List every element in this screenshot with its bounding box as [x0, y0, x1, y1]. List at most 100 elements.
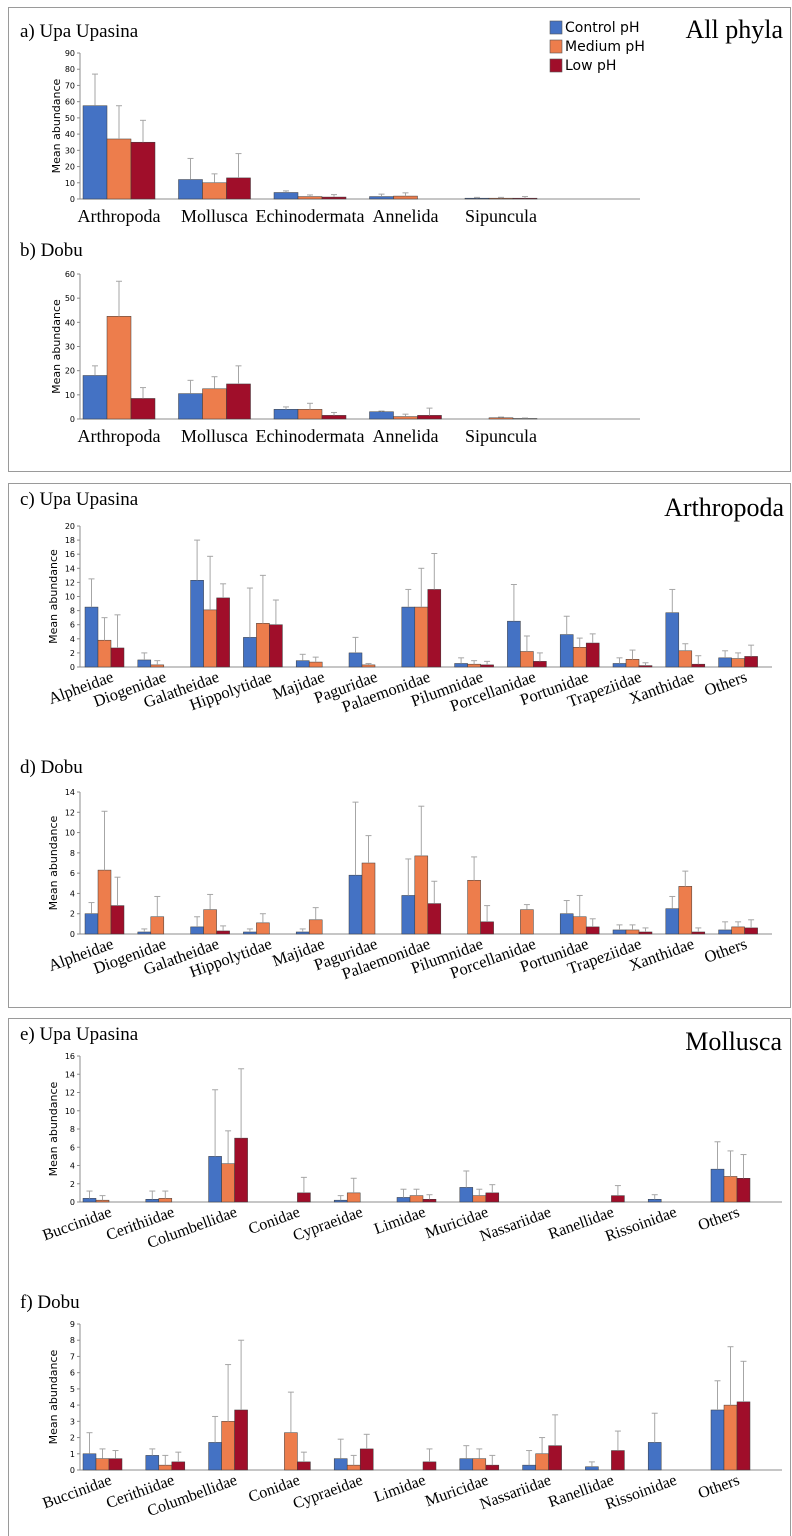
- y-tick-label: 10: [65, 593, 75, 602]
- bar-medium: [106, 316, 132, 420]
- bar-medium: [203, 609, 217, 668]
- bar-medium: [95, 1458, 110, 1471]
- bar-medium: [297, 409, 323, 420]
- bar-low: [427, 589, 442, 668]
- bar-medium: [158, 1198, 173, 1203]
- bar-low: [130, 398, 156, 420]
- y-tick-label: 0: [70, 195, 75, 204]
- bar-medium: [472, 1458, 487, 1471]
- bar-control: [178, 393, 203, 420]
- y-tick-label: 16: [65, 550, 75, 559]
- bar-medium: [535, 1453, 549, 1471]
- bar-medium: [723, 1176, 738, 1203]
- y-tick-label: 4: [70, 1162, 75, 1171]
- chart-1: b) Dobu Mean abundance 0 10 20 30 40 50 60 Arthro…: [20, 240, 640, 446]
- bar-control: [369, 196, 394, 200]
- y-tick-label: 1: [70, 1450, 75, 1459]
- bar-control: [710, 1409, 725, 1471]
- y-tick-label: 50: [65, 114, 75, 123]
- y-tick-label: 60: [65, 270, 75, 279]
- y-axis-label: Mean abundance: [47, 1081, 60, 1176]
- bar-low: [585, 642, 600, 668]
- chart-label: b) Dobu: [20, 240, 83, 261]
- bar-low: [359, 1448, 374, 1471]
- bar-control: [459, 1458, 474, 1471]
- bar-low: [485, 1464, 500, 1471]
- bar-control: [333, 1199, 348, 1203]
- category-label: Limidae: [372, 1204, 428, 1238]
- category-label: Limidae: [372, 1472, 428, 1506]
- bar-low: [216, 930, 230, 935]
- bar-control: [522, 1464, 536, 1471]
- y-tick-label: 40: [65, 318, 75, 327]
- panel-title-mollusca: Mollusca: [685, 1027, 782, 1056]
- bar-control: [348, 874, 363, 935]
- y-tick-label: 12: [65, 1089, 75, 1098]
- bar-low: [417, 415, 442, 420]
- legend-swatch-medium: [549, 39, 563, 54]
- bar-control: [710, 1168, 725, 1203]
- category-label: Annelida: [373, 426, 439, 446]
- bar-control: [459, 1187, 474, 1203]
- y-tick-label: 3: [70, 1417, 75, 1426]
- bar-control: [464, 197, 490, 200]
- bar-low: [548, 1445, 562, 1471]
- bar-medium: [203, 909, 217, 935]
- bar-medium: [414, 855, 429, 935]
- bar-control: [190, 580, 204, 668]
- bar-low: [480, 664, 494, 668]
- y-tick-label: 4: [70, 635, 75, 644]
- bar-low: [480, 921, 494, 935]
- bar-medium: [393, 195, 418, 200]
- y-tick-label: 50: [65, 294, 75, 303]
- bar-low: [422, 1461, 437, 1471]
- y-tick-label: 14: [65, 564, 75, 573]
- bar-control: [295, 931, 310, 935]
- bar-low: [611, 1450, 625, 1471]
- category-label: Cypraeidae: [291, 1204, 365, 1245]
- y-tick-label: 14: [65, 1070, 75, 1079]
- category-label: Buccinidae: [40, 1204, 113, 1245]
- bar-medium: [723, 1404, 738, 1471]
- bar-low: [216, 597, 230, 668]
- category-label: Cypraeidae: [291, 1472, 365, 1513]
- bar-control: [137, 659, 152, 668]
- y-tick-label: 12: [65, 808, 75, 817]
- chart-label: c) Upa Upasina: [20, 489, 139, 510]
- y-tick-label: 2: [70, 910, 75, 919]
- bar-control: [401, 895, 416, 935]
- y-axis-label: Mean abundance: [47, 1349, 60, 1444]
- bar-low: [736, 1401, 751, 1471]
- y-tick-label: 40: [65, 130, 75, 139]
- y-tick-label: 90: [65, 49, 75, 58]
- bar-medium: [346, 1192, 361, 1203]
- bar-medium: [414, 606, 429, 668]
- bar-medium: [361, 862, 376, 935]
- bar-control: [665, 612, 680, 668]
- bar-medium: [488, 197, 514, 200]
- bar-medium: [731, 926, 745, 935]
- bar-medium: [97, 869, 112, 935]
- bar-control: [401, 606, 416, 668]
- category-label: Mollusca: [181, 206, 248, 226]
- bar-medium: [520, 651, 534, 668]
- y-tick-label: 14: [65, 788, 75, 797]
- chart-0: a) Upa Upasina Mean abundance 0 10 20 30 40 50 6…: [20, 21, 640, 226]
- y-axis-label: Mean abundance: [47, 549, 60, 644]
- y-tick-label: 20: [65, 522, 75, 531]
- bar-control: [507, 620, 521, 668]
- y-tick-label: 16: [65, 1052, 75, 1061]
- legend-label-medium: Medium pH: [565, 39, 645, 55]
- chart-4: e) Upa Upasina Mean abundance 0 2 4 6 8 10 12 14 1…: [20, 1024, 782, 1252]
- bar-control: [84, 606, 99, 668]
- y-tick-label: 2: [70, 1180, 75, 1189]
- bar-low: [638, 931, 653, 935]
- chart-label: a) Upa Upasina: [20, 21, 139, 42]
- bar-low: [297, 1461, 311, 1471]
- bar-control: [82, 1453, 97, 1471]
- category-label: Echinodermata: [256, 206, 365, 226]
- bar-low: [108, 1458, 123, 1471]
- bar-medium: [158, 1464, 173, 1471]
- category-label: Rissoinidae: [603, 1472, 679, 1514]
